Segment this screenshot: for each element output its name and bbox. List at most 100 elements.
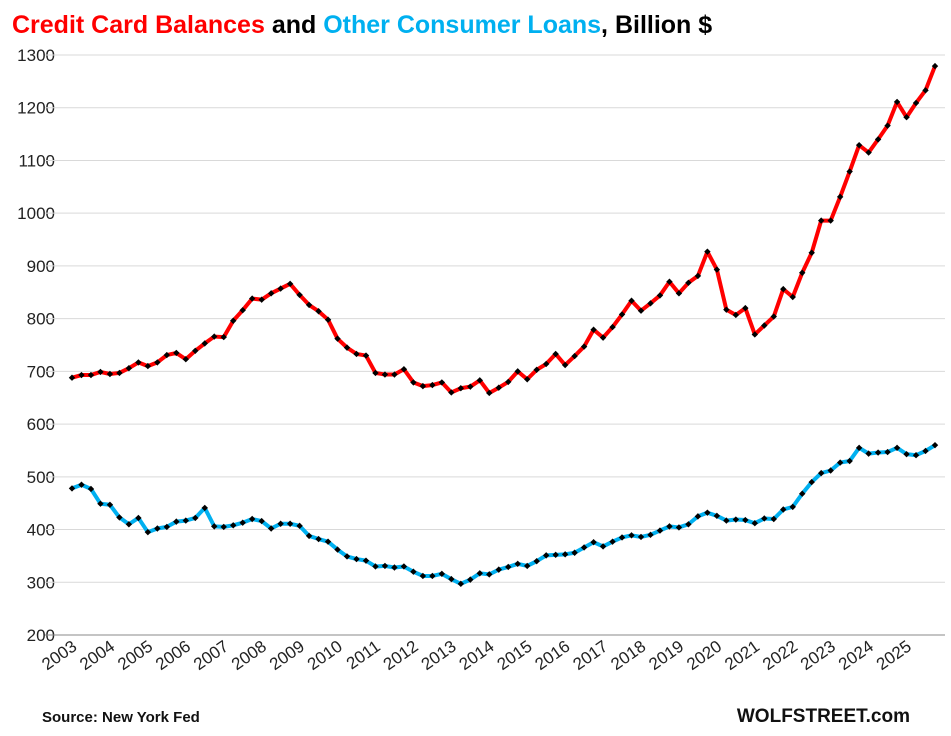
marker (315, 308, 322, 315)
marker (922, 447, 929, 455)
marker (448, 389, 455, 396)
x-tick-label: 2005 (114, 637, 156, 674)
marker (912, 452, 920, 459)
marker (381, 562, 389, 570)
marker (666, 523, 673, 530)
x-tick-label: 2007 (190, 637, 232, 674)
marker (97, 368, 104, 376)
marker (571, 549, 578, 556)
marker (87, 485, 95, 493)
marker (277, 520, 284, 527)
marker (884, 448, 891, 456)
marker (125, 521, 133, 528)
marker (542, 360, 550, 368)
marker (533, 366, 540, 373)
marker (248, 515, 256, 523)
marker (68, 374, 76, 381)
marker (372, 563, 379, 570)
marker (277, 285, 284, 292)
marker (476, 377, 483, 384)
marker (836, 193, 844, 201)
marker (211, 523, 218, 530)
x-tick-label: 2021 (721, 637, 763, 674)
x-tick-label: 2019 (645, 637, 687, 674)
marker (391, 371, 398, 378)
x-tick-label: 2014 (456, 637, 498, 674)
marker (201, 340, 208, 347)
source: Source: New York Fed (42, 709, 200, 726)
marker (116, 369, 123, 377)
marker (505, 563, 512, 571)
marker (305, 301, 313, 309)
marker (476, 570, 483, 577)
marker (694, 513, 702, 520)
marker (362, 557, 370, 564)
marker (87, 371, 95, 379)
marker (286, 280, 294, 288)
y-tick-label: 500 (27, 468, 55, 487)
marker (419, 382, 427, 390)
marker (410, 379, 417, 386)
marker (874, 449, 882, 456)
marker (230, 522, 237, 529)
marker (324, 316, 332, 323)
title-part: and (265, 11, 323, 39)
y-tick-label: 1300 (17, 46, 55, 65)
x-tick-label: 2011 (343, 637, 384, 674)
marker (922, 87, 929, 94)
marker (647, 300, 654, 307)
x-tick-label: 2018 (607, 637, 649, 674)
marker (761, 515, 768, 522)
marker (211, 333, 218, 340)
marker (751, 520, 759, 527)
series-line (71, 443, 937, 586)
marker (486, 389, 493, 397)
marker (903, 114, 910, 121)
marker (808, 249, 815, 256)
marker (334, 546, 341, 553)
marker (173, 349, 180, 357)
marker (258, 517, 265, 525)
marker (163, 351, 171, 359)
marker (628, 297, 635, 304)
marker (334, 335, 341, 342)
marker (685, 279, 692, 286)
marker (656, 527, 664, 534)
marker (258, 296, 265, 303)
marker (154, 525, 161, 532)
marker (694, 272, 702, 280)
marker (609, 323, 616, 331)
credit: WOLFSTREET.com (737, 706, 910, 727)
marker (827, 467, 834, 474)
marker (799, 269, 806, 276)
marker (144, 362, 152, 370)
marker (542, 552, 550, 559)
marker (429, 381, 436, 389)
y-tick-label: 700 (27, 362, 55, 381)
marker (505, 378, 512, 386)
marker (495, 384, 502, 391)
marker (846, 168, 853, 175)
marker (116, 514, 123, 521)
marker (163, 523, 171, 531)
marker (618, 311, 626, 318)
x-tick-label: 2006 (152, 637, 194, 674)
marker (106, 501, 114, 508)
marker (561, 551, 569, 558)
marker (912, 99, 920, 107)
marker (248, 295, 256, 302)
y-tick-label: 800 (27, 310, 55, 329)
marker (438, 570, 446, 578)
marker (524, 376, 531, 383)
marker (770, 515, 777, 523)
marker (239, 307, 246, 314)
marker (846, 457, 853, 465)
marker (571, 352, 578, 360)
marker (799, 490, 806, 497)
x-tick-label: 2004 (76, 637, 118, 674)
marker (931, 441, 939, 449)
marker (267, 525, 275, 532)
marker (239, 519, 246, 526)
marker (751, 331, 759, 338)
marker (713, 512, 721, 520)
